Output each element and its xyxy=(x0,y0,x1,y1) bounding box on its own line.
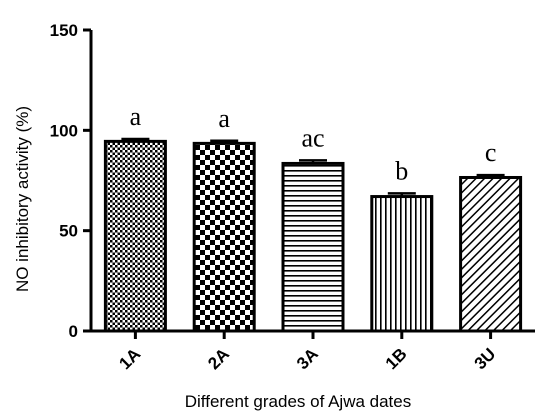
bar-2A xyxy=(192,141,256,333)
bar-1B xyxy=(370,195,434,333)
y-axis-title: NO inhibitory activity (%) xyxy=(13,106,32,292)
significance-label-1B: b xyxy=(395,156,408,185)
significance-label-1A: a xyxy=(130,102,142,131)
bar-3A xyxy=(281,161,345,333)
y-tick-label: 50 xyxy=(59,222,78,241)
y-tick-label: 150 xyxy=(50,21,78,40)
x-tick-label-3U: 3U xyxy=(471,344,500,373)
y-tick-label: 0 xyxy=(69,322,78,341)
bar-1A xyxy=(103,139,167,333)
bars-layer: a a ac b c xyxy=(103,102,523,333)
x-tick-label-1A: 1A xyxy=(115,344,144,373)
x-tick-label-1B: 1B xyxy=(382,344,411,373)
x-axis-title: Different grades of Ajwa dates xyxy=(185,392,412,411)
bar-3U xyxy=(459,175,523,333)
y-tick-label: 100 xyxy=(50,121,78,140)
significance-label-3U: c xyxy=(485,138,497,167)
x-tick-label-3A: 3A xyxy=(293,344,322,373)
x-tick-label-2A: 2A xyxy=(204,344,233,373)
significance-label-3A: ac xyxy=(301,123,324,152)
significance-label-2A: a xyxy=(218,104,230,133)
